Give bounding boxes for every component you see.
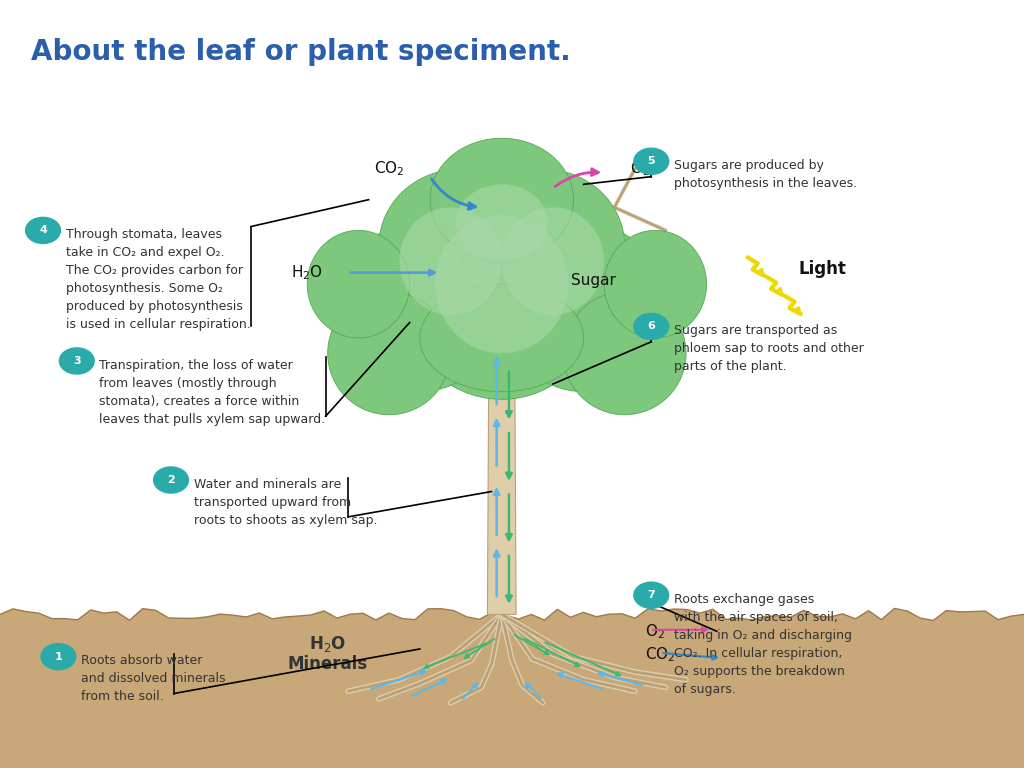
Ellipse shape [435,215,568,353]
Polygon shape [487,346,516,614]
Text: Sugars are transported as
phloem sap to roots and other
parts of the plant.: Sugars are transported as phloem sap to … [674,324,863,373]
Ellipse shape [379,169,543,323]
Text: Through stomata, leaves
take in CO₂ and expel O₂.
The CO₂ provides carbon for
ph: Through stomata, leaves take in CO₂ and … [66,228,250,331]
Text: 4: 4 [39,225,47,236]
Ellipse shape [399,207,502,315]
Circle shape [634,582,669,608]
Text: 6: 6 [647,321,655,332]
Text: CO$_2$: CO$_2$ [645,645,676,664]
Text: H$_2$O: H$_2$O [291,263,324,282]
Text: 5: 5 [647,156,655,167]
Ellipse shape [420,284,584,392]
Text: CO$_2$: CO$_2$ [374,160,404,178]
Text: 1: 1 [54,651,62,662]
Text: Roots exchange gases
with the air spaces of soil,
taking in O₂ and discharging
C: Roots exchange gases with the air spaces… [674,593,852,696]
Text: Sugars are produced by
photosynthesis in the leaves.: Sugars are produced by photosynthesis in… [674,159,857,190]
Text: Light: Light [799,260,847,278]
Circle shape [634,148,669,174]
Text: 3: 3 [73,356,81,366]
Text: 7: 7 [647,590,655,601]
Text: O$_2$: O$_2$ [630,160,650,178]
Text: Roots absorb water
and dissolved minerals
from the soil.: Roots absorb water and dissolved mineral… [81,654,225,703]
Ellipse shape [604,230,707,338]
Polygon shape [0,608,1024,768]
Ellipse shape [502,223,666,392]
Text: 2: 2 [167,475,175,485]
Circle shape [634,313,669,339]
Circle shape [154,467,188,493]
Text: Water and minerals are
transported upward from
roots to shoots as xylem sap.: Water and minerals are transported upwar… [194,478,377,527]
Ellipse shape [461,169,625,323]
Text: Sugar: Sugar [571,273,616,288]
Text: O$_2$: O$_2$ [645,623,665,641]
Ellipse shape [502,207,604,315]
Text: Transpiration, the loss of water
from leaves (mostly through
stomata), creates a: Transpiration, the loss of water from le… [99,359,326,425]
Ellipse shape [338,223,502,392]
Ellipse shape [307,230,410,338]
Ellipse shape [430,138,573,261]
Circle shape [59,348,94,374]
Text: About the leaf or plant speciment.: About the leaf or plant speciment. [31,38,570,66]
Text: H$_2$O: H$_2$O [309,634,346,654]
Ellipse shape [399,184,604,399]
Text: Minerals: Minerals [288,655,368,674]
Circle shape [26,217,60,243]
Ellipse shape [563,292,686,415]
Circle shape [41,644,76,670]
Ellipse shape [328,292,451,415]
Ellipse shape [456,184,548,261]
